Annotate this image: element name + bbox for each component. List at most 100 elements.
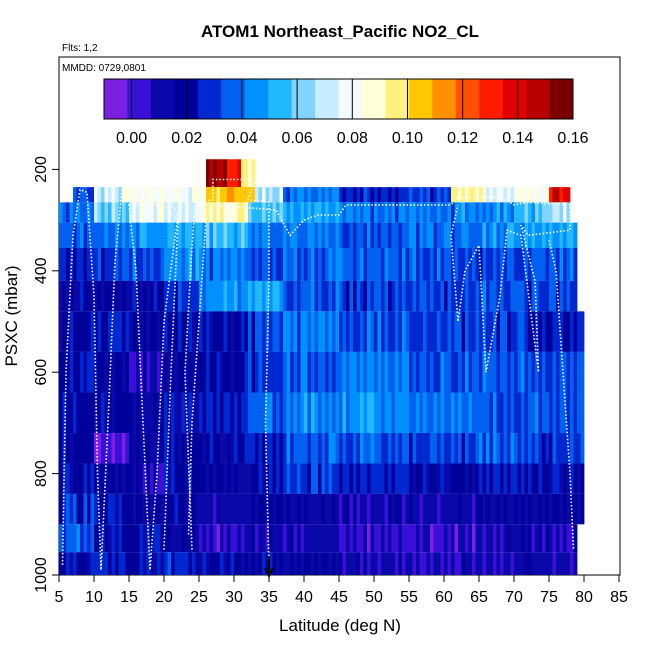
heatmap-cell [566, 524, 571, 553]
heatmap-cell [563, 493, 567, 525]
heatmap-cell [104, 392, 109, 434]
heatmap-cell [136, 463, 140, 494]
heatmap-cell [136, 187, 140, 203]
heatmap-cell [528, 187, 532, 203]
heatmap-cell [402, 524, 406, 553]
heatmap-cell [556, 392, 560, 434]
heatmap-cell [342, 222, 347, 248]
heatmap-cell [206, 552, 210, 575]
heatmap-cell [517, 351, 522, 393]
heatmap-cell [514, 280, 518, 312]
heatmap-cell [559, 247, 564, 281]
heatmap-cell [479, 392, 483, 434]
heatmap-cell [440, 311, 445, 352]
heatmap-cell [279, 247, 284, 281]
heatmap-cell [195, 433, 200, 464]
heatmap-cell [517, 493, 522, 525]
heatmap-cell [104, 202, 109, 223]
heatmap-cell [248, 392, 252, 434]
heatmap-cell [237, 187, 242, 203]
heatmap-cell [80, 524, 84, 553]
heatmap-cell [321, 392, 326, 434]
heatmap-cell [444, 351, 448, 393]
colorbar-tick-label: 0.10 [392, 130, 423, 147]
heatmap-cell [223, 392, 228, 434]
heatmap-cell [157, 493, 161, 525]
heatmap-cell [136, 524, 140, 553]
heatmap-cell [444, 463, 448, 494]
heatmap-cell [573, 433, 578, 464]
heatmap-cell [97, 222, 102, 248]
heatmap-cell [73, 280, 77, 312]
heatmap-cell [419, 524, 424, 553]
heatmap-cell [542, 392, 546, 434]
heatmap-cell [440, 552, 445, 575]
heatmap-cell [475, 392, 480, 434]
heatmap-cell [143, 187, 147, 203]
heatmap-cell [311, 433, 315, 464]
heatmap-cell [374, 280, 378, 312]
heatmap-cell [468, 392, 473, 434]
heatmap-cell [335, 463, 340, 494]
heatmap-cell [241, 247, 245, 281]
heatmap-cell [251, 311, 256, 352]
heatmap-cell [353, 463, 357, 494]
heatmap-cell [283, 552, 287, 575]
heatmap-cell [384, 552, 389, 575]
heatmap-cell [139, 311, 144, 352]
heatmap-cell [349, 392, 354, 434]
heatmap-cell [552, 552, 557, 575]
heatmap-cell [227, 159, 231, 188]
heatmap-cell [272, 351, 277, 393]
heatmap-cell [430, 463, 434, 494]
heatmap-cell [66, 280, 70, 312]
heatmap-cell [122, 552, 126, 575]
heatmap-cell [402, 351, 406, 393]
heatmap-cell [300, 202, 305, 223]
heatmap-cell [468, 247, 473, 281]
heatmap-cell [118, 247, 123, 281]
heatmap-cell [150, 280, 154, 312]
heatmap-cell [167, 463, 172, 494]
heatmap-cells [59, 159, 585, 575]
heatmap-cell [367, 311, 371, 352]
heatmap-cell [510, 280, 515, 312]
heatmap-cell [146, 392, 151, 434]
heatmap-cell [461, 187, 466, 203]
y-axis-label: PSXC (mbar) [2, 265, 21, 366]
heatmap-cell [297, 311, 301, 352]
heatmap-cell [475, 202, 480, 223]
heatmap-cell [241, 159, 245, 188]
colorbar-swatch [338, 79, 363, 119]
heatmap-cell [503, 202, 508, 223]
heatmap-cell [423, 311, 427, 352]
heatmap-cell [384, 247, 389, 281]
heatmap-cell [468, 552, 473, 575]
heatmap-cell [433, 202, 438, 223]
heatmap-cell [167, 202, 172, 223]
heatmap-cell [237, 311, 242, 352]
heatmap-cell [195, 247, 200, 281]
heatmap-cell [80, 392, 84, 434]
heatmap-cell [556, 524, 560, 553]
heatmap-cell [482, 311, 487, 352]
heatmap-cell [153, 222, 158, 248]
heatmap-cell [304, 433, 308, 464]
heatmap-cell [353, 524, 357, 553]
heatmap-cell [430, 493, 434, 525]
heatmap-cell [573, 392, 578, 434]
heatmap-cell [160, 311, 165, 352]
heatmap-cell [444, 187, 448, 203]
heatmap-cell [339, 524, 343, 553]
heatmap-cell [244, 392, 249, 434]
heatmap-cell [115, 392, 119, 434]
heatmap-cell [454, 433, 459, 464]
heatmap-cell [531, 187, 536, 203]
heatmap-cell [468, 493, 473, 525]
heatmap-cell [332, 247, 336, 281]
heatmap-cell [332, 280, 336, 312]
heatmap-cell [374, 552, 378, 575]
heatmap-cell [367, 493, 371, 525]
heatmap-cell [514, 311, 518, 352]
heatmap-cell [482, 493, 487, 525]
